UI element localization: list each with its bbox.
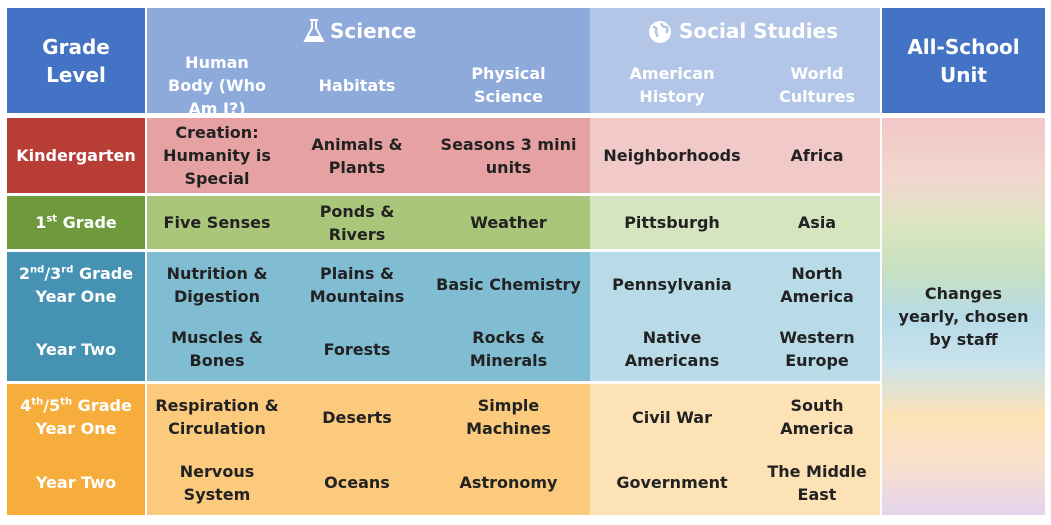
topic-cell: Asia — [797, 213, 837, 232]
header-bg — [590, 8, 880, 113]
all-school-bg — [882, 118, 1045, 515]
topic-cell: Oceans — [324, 473, 390, 492]
social-studies-header: Social Studies — [679, 19, 839, 43]
science-bg — [147, 384, 590, 515]
globe-icon — [649, 21, 671, 43]
row-label: 2nd/3rd Grade Year One — [7, 252, 145, 317]
topic-cell: Animals & Plants — [311, 134, 403, 177]
row-label-text: Year Two — [36, 471, 116, 494]
label-part: 1 — [35, 213, 47, 232]
topic-cell: Forests — [323, 339, 391, 359]
label-part: th — [31, 396, 44, 408]
label-part: Year Two — [35, 339, 117, 359]
label-part: Grade Year One — [35, 396, 132, 438]
label-part: Year Two — [35, 473, 117, 492]
topic-cell: Plains & Mountains — [309, 263, 405, 306]
row-label: Kindergarten — [7, 118, 145, 193]
topic-cell: Native Americans — [624, 328, 720, 370]
topic-cell: Five Senses — [163, 213, 271, 232]
column-header: Physical Science — [471, 64, 546, 106]
label-bg — [7, 252, 145, 381]
social-bg — [590, 118, 880, 193]
label-part: th — [60, 396, 73, 408]
column-header: Habitats — [318, 75, 396, 95]
header-bg — [7, 8, 145, 113]
header-bg — [147, 8, 590, 113]
topic-cell: Weather — [470, 213, 547, 232]
row-label: Year Two — [7, 317, 145, 381]
row-label-text: Kindergarten — [16, 144, 136, 167]
science-bg — [147, 196, 590, 249]
topic-cell: Ponds & Rivers — [319, 201, 395, 244]
grade-level-header: Grade Level — [42, 34, 110, 87]
column-header: Human Body (Who Am I?) — [168, 52, 266, 118]
topic-cell: North America — [780, 263, 854, 306]
label-part: 2 — [18, 263, 31, 283]
label-part: rd — [61, 264, 74, 276]
row-label: 1st Grade — [7, 196, 145, 249]
science-bg — [147, 252, 590, 381]
label-bg — [7, 196, 145, 249]
row-label-text: 4th/5th Grade Year One — [13, 394, 139, 440]
row-label-text: 2nd/3rd Grade Year One — [13, 262, 139, 308]
topic-cell: Nutrition & Digestion — [166, 263, 268, 306]
topic-cell: Respiration & Circulation — [155, 396, 279, 438]
topic-cell: Deserts — [322, 407, 392, 427]
topic-cell: The Middle East — [767, 461, 867, 504]
topic-cell: Astronomy — [459, 473, 558, 492]
row-label: 4th/5th Grade Year One — [7, 384, 145, 450]
topic-cell: Basic Chemistry — [436, 275, 581, 294]
topic-cell: Pennsylvania — [612, 275, 732, 294]
topic-cell: Government — [616, 473, 728, 492]
science-header: Science — [330, 19, 417, 43]
label-part: Kindergarten — [16, 146, 136, 165]
row-label: Year Two — [7, 450, 145, 515]
topic-cell: Neighborhoods — [603, 146, 741, 165]
label-part: /5 — [43, 396, 61, 415]
column-header: American History — [629, 64, 715, 106]
topic-cell: Africa — [790, 146, 844, 165]
label-part: 4 — [20, 396, 32, 415]
flask-icon — [303, 19, 325, 42]
all-school-header: All-School Unit — [907, 34, 1020, 87]
topic-cell: Civil War — [632, 407, 712, 427]
row-label-text: 1st Grade — [35, 211, 117, 234]
topic-cell: Creation: Humanity is Special — [163, 123, 271, 188]
topic-cell: Simple Machines — [466, 396, 551, 438]
topic-cell: Nervous System — [179, 461, 255, 504]
science-bg — [147, 118, 590, 193]
social-bg — [590, 252, 880, 381]
label-part: /3 — [44, 263, 62, 283]
label-bg — [7, 118, 145, 193]
topic-cell: South America — [780, 396, 854, 438]
label-part: Grade Year One — [35, 263, 134, 306]
topic-cell: Muscles & Bones — [171, 328, 263, 370]
social-bg — [590, 384, 880, 515]
row-label-text: Year Two — [36, 338, 116, 361]
all-school-note: Changes yearly, chosen by staff — [898, 284, 1029, 349]
label-part: Grade — [57, 213, 117, 232]
label-part: st — [46, 213, 58, 225]
topic-cell: Western Europe — [779, 328, 855, 370]
label-bg — [7, 384, 145, 515]
topic-cell: Seasons 3 mini units — [440, 134, 577, 177]
topic-cell: Rocks & Minerals — [469, 328, 548, 370]
social-bg — [590, 196, 880, 249]
header-bg — [882, 8, 1045, 113]
label-part: nd — [30, 264, 45, 276]
topic-cell: Pittsburgh — [624, 213, 720, 232]
column-header: World Cultures — [779, 64, 855, 106]
